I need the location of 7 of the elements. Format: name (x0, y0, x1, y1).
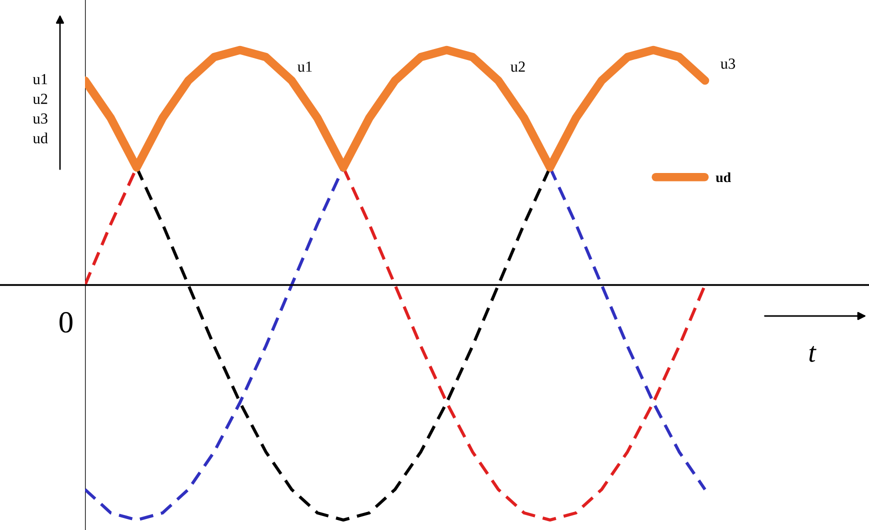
annotation: 0 (60, 312, 72, 333)
text: u3 (720, 58, 736, 69)
x-axis-title: t (809, 346, 816, 362)
y-axis-title: u1 u2 u3 ud (32, 74, 48, 144)
legend-label: ud (716, 172, 731, 182)
annotation: u1 (298, 62, 312, 72)
annotation: u2 (510, 62, 525, 72)
